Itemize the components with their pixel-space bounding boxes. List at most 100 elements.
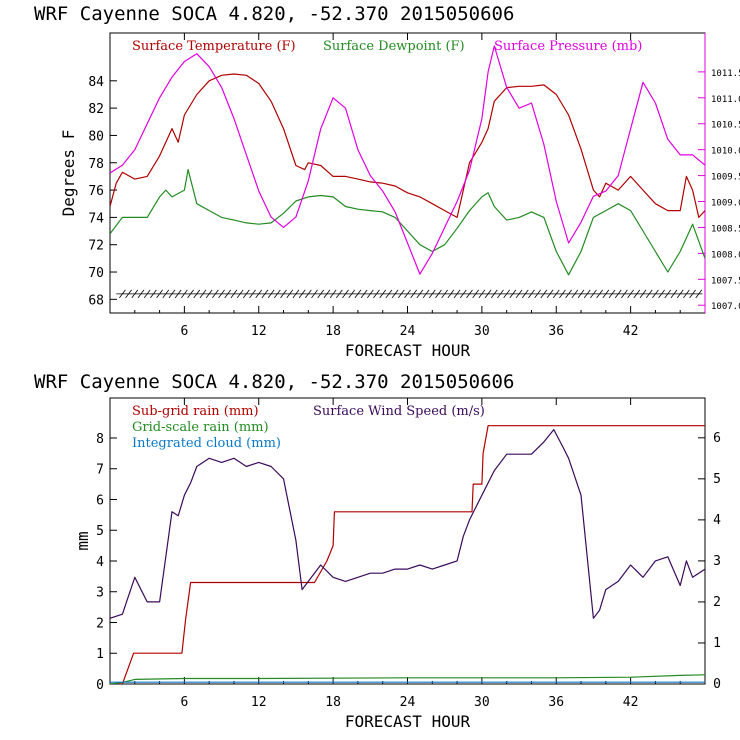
- wind-barb: [571, 289, 579, 299]
- wind-barb: [552, 289, 560, 299]
- wind-barb: [627, 289, 634, 299]
- wind-barb: [447, 289, 455, 299]
- wind-barb: [286, 289, 294, 299]
- y2-tick-label: 1007.5: [711, 276, 740, 286]
- wind-barb: [292, 289, 300, 299]
- wind-barb: [329, 289, 337, 299]
- temperature-panel: WRF Cayenne SOCA 4.820, -52.370 20150506…: [34, 3, 740, 360]
- wind-barb: [459, 289, 467, 299]
- wind-barb: [590, 289, 597, 299]
- y2-tick-label: 1011.0: [711, 95, 740, 105]
- wind-barb: [410, 289, 418, 299]
- chart-title: WRF Cayenne SOCA 4.820, -52.370 20150506…: [34, 371, 514, 393]
- wind-barb: [484, 289, 492, 299]
- y-tick-label: 5: [96, 524, 104, 539]
- y-tick-label: 4: [96, 555, 104, 570]
- series-line-surface-pressure-mb: [110, 45, 705, 275]
- y2-tick-label: 1011.5: [711, 69, 740, 79]
- wind-barb: [298, 289, 306, 299]
- wind-barb: [342, 289, 349, 299]
- wind-barb: [621, 289, 628, 299]
- wind-barb: [137, 289, 145, 299]
- wind-barb: [546, 289, 554, 299]
- legend-entry: Integrated cloud (mm): [132, 436, 281, 451]
- wind-barb: [336, 289, 343, 299]
- y2-tick-label: 1009.5: [711, 173, 740, 183]
- wind-barb: [515, 289, 523, 299]
- wind-barb: [354, 289, 362, 299]
- wind-barb: [509, 289, 517, 299]
- precip-wind-panel: WRF Cayenne SOCA 4.820, -52.370 20150506…: [34, 371, 721, 731]
- series-line-sub-grid-rain-mm: [110, 425, 705, 684]
- wind-barb: [521, 289, 529, 299]
- wind-barb: [150, 289, 157, 299]
- wind-barb: [205, 289, 213, 299]
- series-line-surface-temperature-f: [110, 73, 705, 218]
- y-tick-label: 72: [88, 239, 104, 254]
- chart-title: WRF Cayenne SOCA 4.820, -52.370 20150506…: [34, 3, 514, 25]
- wind-barb: [453, 289, 461, 299]
- legend-entry: Grid-scale rain (mm): [132, 420, 269, 435]
- wind-barb: [391, 289, 399, 299]
- series-line-surface-dewpoint-f: [110, 169, 705, 276]
- legend-entry: Surface Dewpoint (F): [323, 39, 465, 54]
- wind-barb: [323, 289, 331, 299]
- x-tick-label: 42: [623, 695, 639, 710]
- y2-tick-label: 3: [713, 554, 721, 569]
- y2-tick-label: 6: [713, 431, 721, 446]
- wind-barb: [255, 289, 263, 299]
- wind-barb: [534, 289, 541, 299]
- wind-barb: [187, 289, 194, 299]
- wind-barb: [503, 289, 510, 299]
- wind-barb: [676, 289, 684, 299]
- series-line-surface-wind-speed-m-s: [110, 429, 705, 619]
- wind-barb: [540, 289, 548, 299]
- series-line-grid-scale-rain-mm: [110, 674, 705, 684]
- wind-barb: [472, 289, 479, 299]
- y2-tick-label: 1: [713, 636, 721, 651]
- y-tick-label: 6: [96, 493, 104, 508]
- x-tick-label: 30: [474, 324, 490, 339]
- wind-barb: [311, 289, 318, 299]
- y-tick-label: 78: [88, 157, 104, 172]
- wind-barb: [156, 289, 163, 299]
- wind-barb: [174, 289, 182, 299]
- wind-barb: [397, 289, 405, 299]
- wind-barb: [348, 289, 356, 299]
- wind-barb: [261, 289, 269, 299]
- wind-barb: [119, 289, 126, 299]
- y-tick-label: 84: [88, 75, 104, 90]
- x-tick-label: 36: [548, 695, 564, 710]
- y-tick-label: 68: [88, 293, 104, 308]
- wind-barb: [199, 289, 207, 299]
- wind-barb: [168, 289, 176, 299]
- wind-barb: [583, 289, 591, 299]
- x-tick-label: 12: [251, 695, 267, 710]
- x-tick-label: 6: [180, 324, 188, 339]
- x-tick-label: 24: [400, 324, 416, 339]
- wind-barb: [317, 289, 325, 299]
- y-tick-label: 0: [96, 678, 104, 693]
- wind-barb: [404, 289, 411, 299]
- wind-barb: [366, 289, 374, 299]
- y2-tick-label: 1010.5: [711, 121, 740, 131]
- wind-barb: [614, 289, 622, 299]
- wind-barb: [639, 289, 647, 299]
- wind-barb: [435, 289, 442, 299]
- wind-barb: [689, 289, 696, 299]
- y-axis-label: mm: [73, 531, 92, 550]
- y-tick-label: 74: [88, 211, 104, 226]
- wind-barb: [280, 289, 287, 299]
- y2-tick-label: 0: [713, 677, 721, 692]
- wind-barb: [652, 289, 659, 299]
- wind-barb: [274, 289, 281, 299]
- y-tick-label: 1: [96, 647, 104, 662]
- wind-barb: [379, 289, 387, 299]
- y2-tick-label: 1010.0: [711, 147, 740, 157]
- y2-tick-label: 5: [713, 472, 721, 487]
- wind-barb: [360, 289, 368, 299]
- x-tick-label: 12: [251, 324, 267, 339]
- wind-barb: [664, 289, 672, 299]
- legend-entry: Sub-grid rain (mm): [132, 404, 259, 419]
- wind-barb: [466, 289, 473, 299]
